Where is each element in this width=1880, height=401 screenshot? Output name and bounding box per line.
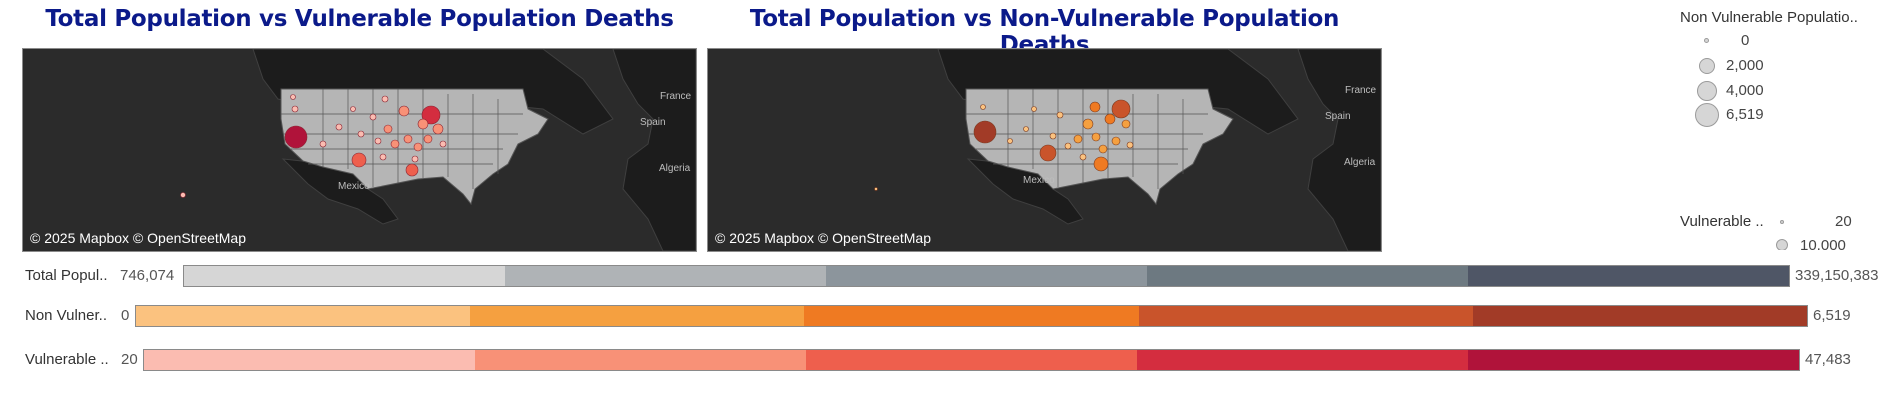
legend-value: 20 bbox=[1835, 213, 1852, 230]
color-legend-total-population[interactable]: Total Popul.. 746,074 339,150,383 bbox=[25, 265, 1878, 289]
legend-item-vulnerable-1[interactable]: 10,000 bbox=[1760, 235, 1870, 250]
color-ramp-segment-2 bbox=[804, 306, 1139, 326]
legend-value: 4,000 bbox=[1726, 82, 1764, 99]
legend-item-non-vulnerable-3[interactable]: 6,519 bbox=[1686, 103, 1806, 127]
size-circle-icon bbox=[1699, 58, 1715, 74]
color-legend-min: 20 bbox=[121, 351, 138, 368]
color-ramp-segment-4 bbox=[1468, 266, 1789, 286]
place-label-mexico: Mexico bbox=[338, 181, 370, 192]
map-vulnerable-deaths[interactable]: Mexico France Spain Algeria © 2025 Mapbo… bbox=[22, 48, 697, 252]
color-ramp bbox=[183, 265, 1790, 287]
map-attribution[interactable]: © 2025 Mapbox © OpenStreetMap bbox=[30, 230, 246, 246]
color-legend-vulnerable[interactable]: Vulnerable .. 20 47,483 bbox=[25, 349, 1865, 373]
color-ramp-segment-0 bbox=[136, 306, 471, 326]
color-legend-label: Non Vulner.. bbox=[25, 307, 107, 324]
size-circle-icon bbox=[1697, 81, 1717, 101]
color-legend-label: Total Popul.. bbox=[25, 267, 108, 284]
map-vulnerable-canvas[interactable] bbox=[23, 49, 696, 251]
color-legend-min: 746,074 bbox=[120, 267, 175, 284]
color-ramp-segment-3 bbox=[1147, 266, 1468, 286]
color-ramp bbox=[135, 305, 1808, 327]
place-label-spain: Spain bbox=[640, 117, 666, 128]
legend-value: 2,000 bbox=[1726, 57, 1764, 74]
map-non-vulnerable-canvas[interactable] bbox=[708, 49, 1381, 251]
legend-item-non-vulnerable-2[interactable]: 4,000 bbox=[1686, 80, 1806, 102]
color-ramp-segment-0 bbox=[144, 350, 475, 370]
map-attribution[interactable]: © 2025 Mapbox © OpenStreetMap bbox=[715, 230, 931, 246]
color-legend-max: 6,519 bbox=[1813, 307, 1851, 324]
color-ramp-segment-3 bbox=[1138, 306, 1473, 326]
color-legend-non-vulnerable[interactable]: Non Vulner.. 0 6,519 bbox=[25, 305, 1865, 329]
size-circle-icon bbox=[1776, 239, 1788, 250]
legend-value: 6,519 bbox=[1726, 106, 1764, 123]
map-non-vulnerable-deaths[interactable]: Mexico France Spain Algeria © 2025 Mapbo… bbox=[707, 48, 1382, 252]
size-circle-icon bbox=[1780, 220, 1784, 224]
color-ramp-segment-4 bbox=[1468, 350, 1799, 370]
color-legend-label: Vulnerable .. bbox=[25, 351, 109, 368]
non-vulnerable-bubbles bbox=[874, 99, 1134, 191]
color-ramp-segment-1 bbox=[505, 266, 826, 286]
place-label-france: France bbox=[1345, 85, 1377, 96]
map-title-non-vulnerable: Total Population vs Non-Vulnerable Popul… bbox=[749, 6, 1340, 58]
legend-value: 0 bbox=[1741, 32, 1750, 49]
europe-land bbox=[612, 49, 696, 251]
place-label-mexico: Mexico bbox=[1023, 175, 1055, 186]
color-ramp bbox=[143, 349, 1800, 371]
legend-item-non-vulnerable-1[interactable]: 2,000 bbox=[1686, 55, 1806, 77]
legend-title-vulnerable: Vulnerable .. bbox=[1680, 213, 1764, 230]
color-ramp-segment-2 bbox=[826, 266, 1147, 286]
place-label-spain: Spain bbox=[1325, 111, 1351, 122]
state-grid bbox=[966, 89, 1208, 189]
size-circle-icon bbox=[1704, 38, 1709, 43]
map-title-vulnerable: Total Population vs Vulnerable Populatio… bbox=[45, 6, 674, 32]
color-legend-max: 47,483 bbox=[1805, 351, 1851, 368]
legend-item-vulnerable-0[interactable]: 20 bbox=[1760, 211, 1870, 233]
legend-title-non-vulnerable: Non Vulnerable Populatio.. bbox=[1680, 9, 1858, 26]
legend-item-non-vulnerable-0[interactable]: 0 bbox=[1686, 30, 1806, 52]
vulnerable-bubbles bbox=[180, 94, 447, 198]
color-ramp-segment-2 bbox=[806, 350, 1137, 370]
color-ramp-segment-0 bbox=[184, 266, 505, 286]
place-label-france: France bbox=[660, 91, 692, 102]
color-ramp-segment-3 bbox=[1137, 350, 1468, 370]
color-legend-max: 339,150,383 bbox=[1795, 267, 1879, 284]
color-ramp-segment-1 bbox=[475, 350, 806, 370]
size-circle-icon bbox=[1695, 103, 1719, 127]
color-ramp-segment-1 bbox=[470, 306, 805, 326]
legend-value: 10,000 bbox=[1800, 237, 1846, 250]
color-ramp-segment-4 bbox=[1472, 306, 1808, 326]
color-legend-min: 0 bbox=[121, 307, 130, 324]
place-label-algeria: Algeria bbox=[659, 163, 691, 174]
place-label-algeria: Algeria bbox=[1344, 157, 1376, 168]
europe-land bbox=[1297, 49, 1381, 251]
